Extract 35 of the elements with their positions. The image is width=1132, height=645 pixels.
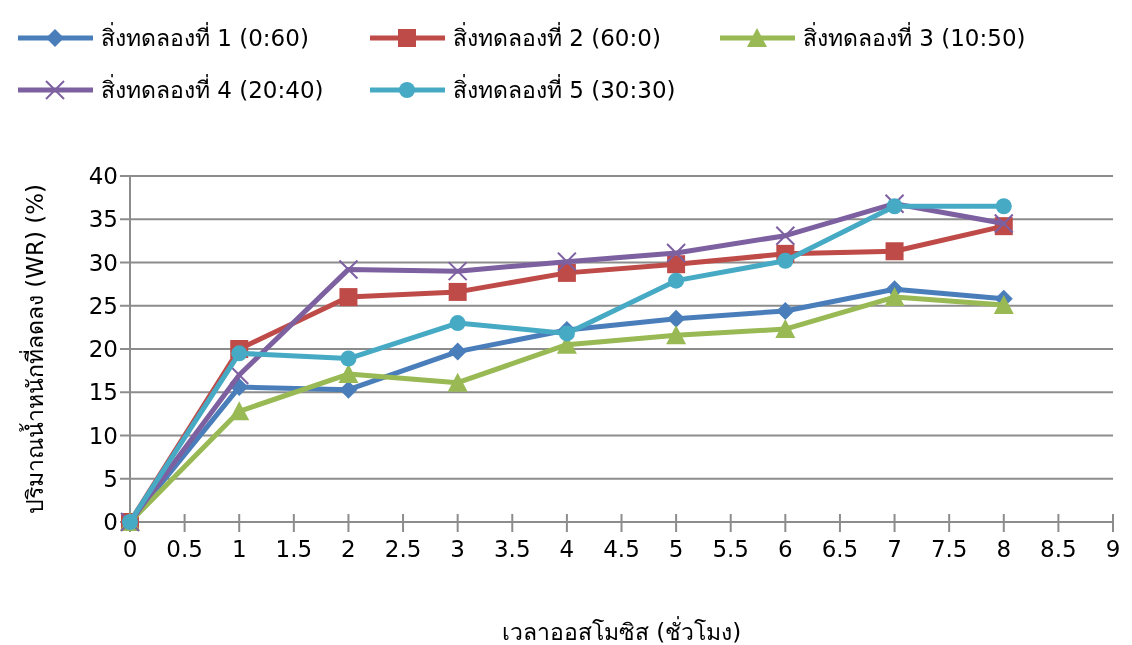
y-tick-label: 10 xyxy=(88,422,118,449)
x-tick-label: 5.5 xyxy=(712,536,750,562)
x-tick-label: 4.5 xyxy=(603,536,640,562)
x-tick-label: 0 xyxy=(122,536,138,562)
legend-label: สิ่งทดลองที่ 4 (20:40) xyxy=(101,74,324,103)
legend-label: สิ่งทดลองที่ 3 (10:50) xyxy=(803,22,1026,51)
x-tick-label: 6 xyxy=(778,536,793,562)
y-tick-label: 35 xyxy=(88,206,118,233)
x-tick-label: 9 xyxy=(1105,536,1121,562)
y-tick-label: 25 xyxy=(88,292,118,319)
x-axis-title: เวลาออสโมซิส (ชั่วโมง) xyxy=(501,616,742,645)
y-tick-label: 40 xyxy=(88,163,118,189)
x-tick-label: 2 xyxy=(341,536,356,562)
y-axis-title: ปริมาณน้ำหนักที่ลดลง (WR) (%) xyxy=(19,183,48,515)
y-tick-label: 0 xyxy=(103,509,118,535)
y-tick-label: 20 xyxy=(88,336,118,362)
legend-label: สิ่งทดลองที่ 1 (0:60) xyxy=(101,22,309,51)
legend-label: สิ่งทดลองที่ 5 (30:30) xyxy=(453,74,676,103)
x-tick-label: 4 xyxy=(559,536,575,562)
x-tick-label: 8.5 xyxy=(1040,536,1077,562)
x-tick-label: 7.5 xyxy=(930,536,968,562)
x-tick-label: 1.5 xyxy=(275,536,313,562)
y-tick-label: 30 xyxy=(88,249,118,276)
x-tick-label: 3.5 xyxy=(493,536,531,562)
x-tick-label: 7 xyxy=(887,536,902,562)
x-tick-label: 6.5 xyxy=(821,536,859,562)
legend-label: สิ่งทดลองที่ 2 (60:0) xyxy=(453,22,661,51)
x-tick-label: 1 xyxy=(231,536,247,562)
y-tick-label: 5 xyxy=(103,465,118,492)
x-tick-label: 5 xyxy=(668,536,684,562)
x-tick-label: 3 xyxy=(450,536,465,562)
y-tick-label: 15 xyxy=(88,379,118,406)
x-tick-label: 0.5 xyxy=(166,536,203,562)
x-tick-label: 8 xyxy=(996,536,1012,562)
x-tick-label: 2.5 xyxy=(384,536,422,562)
